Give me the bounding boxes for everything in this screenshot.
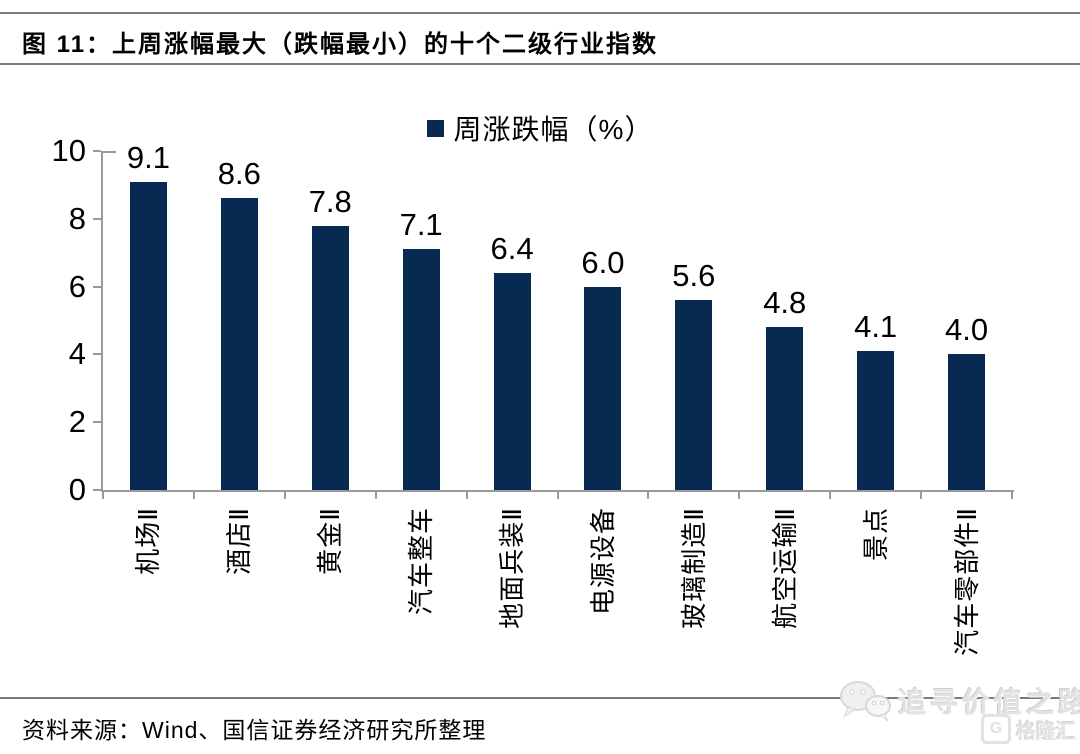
- y-axis-top-tick: [103, 151, 116, 153]
- x-tick: [374, 490, 377, 499]
- x-tick: [102, 490, 104, 499]
- bar-value-label: 6.4: [490, 231, 534, 267]
- gelonghui-brand: G 格隆汇: [981, 714, 1076, 744]
- bar-value-label: 6.0: [581, 244, 625, 280]
- bar: [220, 198, 258, 490]
- x-category-label: 地面兵装Ⅱ: [497, 507, 528, 629]
- x-tick: [920, 490, 923, 499]
- x-tick: [829, 490, 832, 499]
- bar: [857, 351, 895, 490]
- figure-title: 图 11：上周涨幅最大（跌幅最小）的十个二级行业指数: [22, 31, 659, 58]
- y-tick: [93, 285, 101, 288]
- bar: [675, 300, 713, 490]
- bar-value-label: 8.6: [217, 156, 261, 192]
- bar: [948, 354, 986, 490]
- x-tick: [556, 490, 559, 499]
- bar-value-label: 7.8: [308, 183, 352, 219]
- x-category-label: 电源设备: [587, 507, 618, 616]
- bar-value-label: 4.0: [944, 312, 989, 348]
- bar-value-label: 7.1: [399, 207, 443, 243]
- y-tick-label: 2: [68, 404, 86, 440]
- y-tick-label: 6: [68, 268, 86, 304]
- bar-value-label: 5.6: [672, 258, 716, 294]
- x-tick: [192, 490, 195, 499]
- gelonghui-logo-text: 格隆汇: [1016, 720, 1076, 743]
- x-category-label: 玻璃制造Ⅱ: [678, 507, 709, 629]
- x-category-label: 汽车整车: [406, 507, 437, 616]
- bar-value-label: 4.8: [763, 285, 807, 321]
- legend-square-swatch-icon: [426, 119, 444, 137]
- bar: [311, 225, 349, 490]
- watermark: 追寻价值之路: [836, 679, 1080, 723]
- x-category-label: 汽车零部件Ⅱ: [951, 507, 982, 656]
- x-category-label: 机场Ⅱ: [133, 507, 164, 575]
- bar: [766, 327, 804, 490]
- y-tick-label: 10: [51, 133, 86, 168]
- x-tick: [1011, 490, 1013, 499]
- gelonghui-g-icon: G: [981, 714, 1011, 744]
- x-tick: [738, 490, 741, 499]
- watermark-text: 追寻价值之路: [898, 687, 1080, 718]
- y-tick-label: 8: [68, 200, 86, 236]
- x-tick: [465, 490, 468, 499]
- x-category-label: 酒店Ⅱ: [224, 507, 255, 575]
- title-divider: [0, 63, 1080, 65]
- y-tick: [93, 489, 101, 491]
- footer-divider: [0, 697, 1080, 699]
- legend-label: 周涨跌幅（%）: [453, 114, 654, 145]
- y-tick: [93, 217, 101, 220]
- y-tick: [93, 353, 101, 356]
- y-tick-label: 0: [68, 472, 86, 507]
- y-tick-label: 4: [68, 336, 86, 372]
- wechat-bubbles-icon: [840, 681, 891, 722]
- y-axis-line: [101, 151, 103, 492]
- y-tick: [93, 421, 101, 424]
- bar: [129, 181, 167, 490]
- x-category-label: 黄金Ⅱ: [315, 507, 346, 575]
- bar-value-label: 9.1: [126, 139, 170, 175]
- x-category-label: 航空运输Ⅱ: [769, 507, 800, 629]
- x-tick: [647, 490, 650, 499]
- bar-value-label: 4.1: [854, 309, 898, 344]
- y-tick: [93, 150, 101, 152]
- chart-legend: 周涨跌幅（%）: [0, 110, 1080, 146]
- bar: [584, 286, 622, 490]
- x-category-label: 景点: [860, 507, 891, 562]
- bar: [493, 273, 531, 490]
- bar: [402, 249, 440, 490]
- x-tick: [283, 490, 286, 499]
- source-note: 资料来源：Wind、国信证券经济研究所整理: [22, 717, 487, 743]
- top-divider: [0, 12, 1080, 14]
